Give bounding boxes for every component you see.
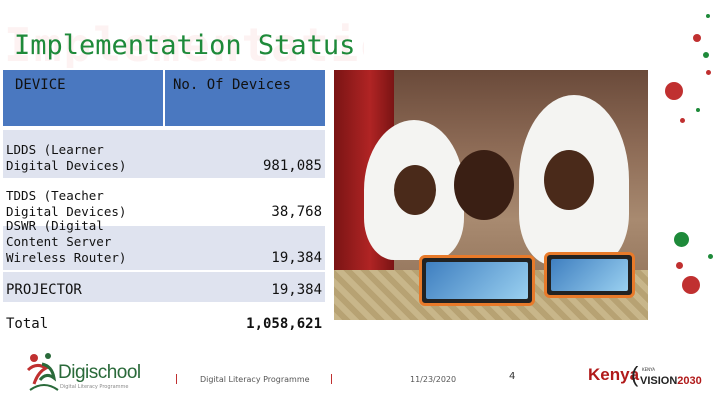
photo-tablet-right xyxy=(544,252,635,298)
device-cell: DSWR (Digital Content Server Wireless Ro… xyxy=(6,218,127,265)
vision-2030-wordmark: VISION2030 xyxy=(640,375,702,387)
footer-programme: Digital Literacy Programme xyxy=(200,375,310,384)
page-number: 4 xyxy=(509,371,516,382)
slide-title: Implementation Status xyxy=(14,30,356,61)
count-cell: 38,768 xyxy=(271,204,322,220)
dot-icon xyxy=(693,34,701,42)
dot-icon xyxy=(708,254,713,259)
dot-icon xyxy=(680,118,685,123)
count-cell: 19,384 xyxy=(271,250,322,266)
photo-tablet-left xyxy=(419,255,535,306)
dot-icon xyxy=(682,276,700,294)
device-cell: Total xyxy=(6,316,49,332)
photo-face-right xyxy=(544,150,594,210)
digischool-tagline: Digital Literacy Programme xyxy=(60,384,129,390)
students-photo xyxy=(334,70,648,320)
photo-face-middle xyxy=(454,150,514,220)
device-cell: TDDS (Teacher Digital Devices) xyxy=(6,188,127,219)
header-count: No. Of Devices xyxy=(163,70,325,126)
count-cell: 1,058,621 xyxy=(246,316,322,332)
digischool-logo: Digischool Digital Literacy Programme xyxy=(24,350,154,395)
devices-table: DEVICE No. Of Devices LDDS (Learner Digi… xyxy=(3,70,325,338)
kenya-vision-logo: Kenya ( KENYA VISION2030 xyxy=(588,362,702,392)
count-cell: 981,085 xyxy=(262,158,322,174)
kenya-bracket: ( xyxy=(631,362,639,387)
footer-separator xyxy=(176,374,177,384)
digischool-name: Digischool xyxy=(58,362,141,383)
table-row: DSWR (Digital Content Server Wireless Ro… xyxy=(3,218,325,270)
dot-icon xyxy=(665,82,683,100)
dot-icon xyxy=(706,14,710,18)
kenya-small-label: KENYA xyxy=(642,367,656,372)
footer-date: 11/23/2020 xyxy=(410,375,457,384)
table-row: TDDS (Teacher Digital Devices) 38,768 xyxy=(3,180,325,224)
title-watermark: Implementation xyxy=(4,18,364,68)
header-device: DEVICE xyxy=(15,77,66,93)
device-cell: PROJECTOR xyxy=(6,282,82,298)
device-cell: LDDS (Learner Digital Devices) xyxy=(6,142,127,173)
dot-icon xyxy=(676,262,683,269)
dot-icon xyxy=(674,232,689,247)
vision-text: VISION xyxy=(640,375,678,387)
table-row: LDDS (Learner Digital Devices) 981,085 xyxy=(3,130,325,178)
digischool-mark-icon xyxy=(26,353,59,391)
kenya-wordmark: Kenya xyxy=(588,365,640,384)
dot-icon xyxy=(696,108,700,112)
table-header-row: DEVICE No. Of Devices xyxy=(3,70,325,126)
footer-separator xyxy=(331,374,332,384)
dot-icon xyxy=(706,70,711,75)
table-row: PROJECTOR 19,384 xyxy=(3,272,325,302)
table-row-total: Total 1,058,621 xyxy=(3,304,325,336)
vision-year: 2030 xyxy=(677,375,702,387)
photo-face-left xyxy=(394,165,436,215)
count-cell: 19,384 xyxy=(271,282,322,298)
dot-icon xyxy=(703,52,709,58)
